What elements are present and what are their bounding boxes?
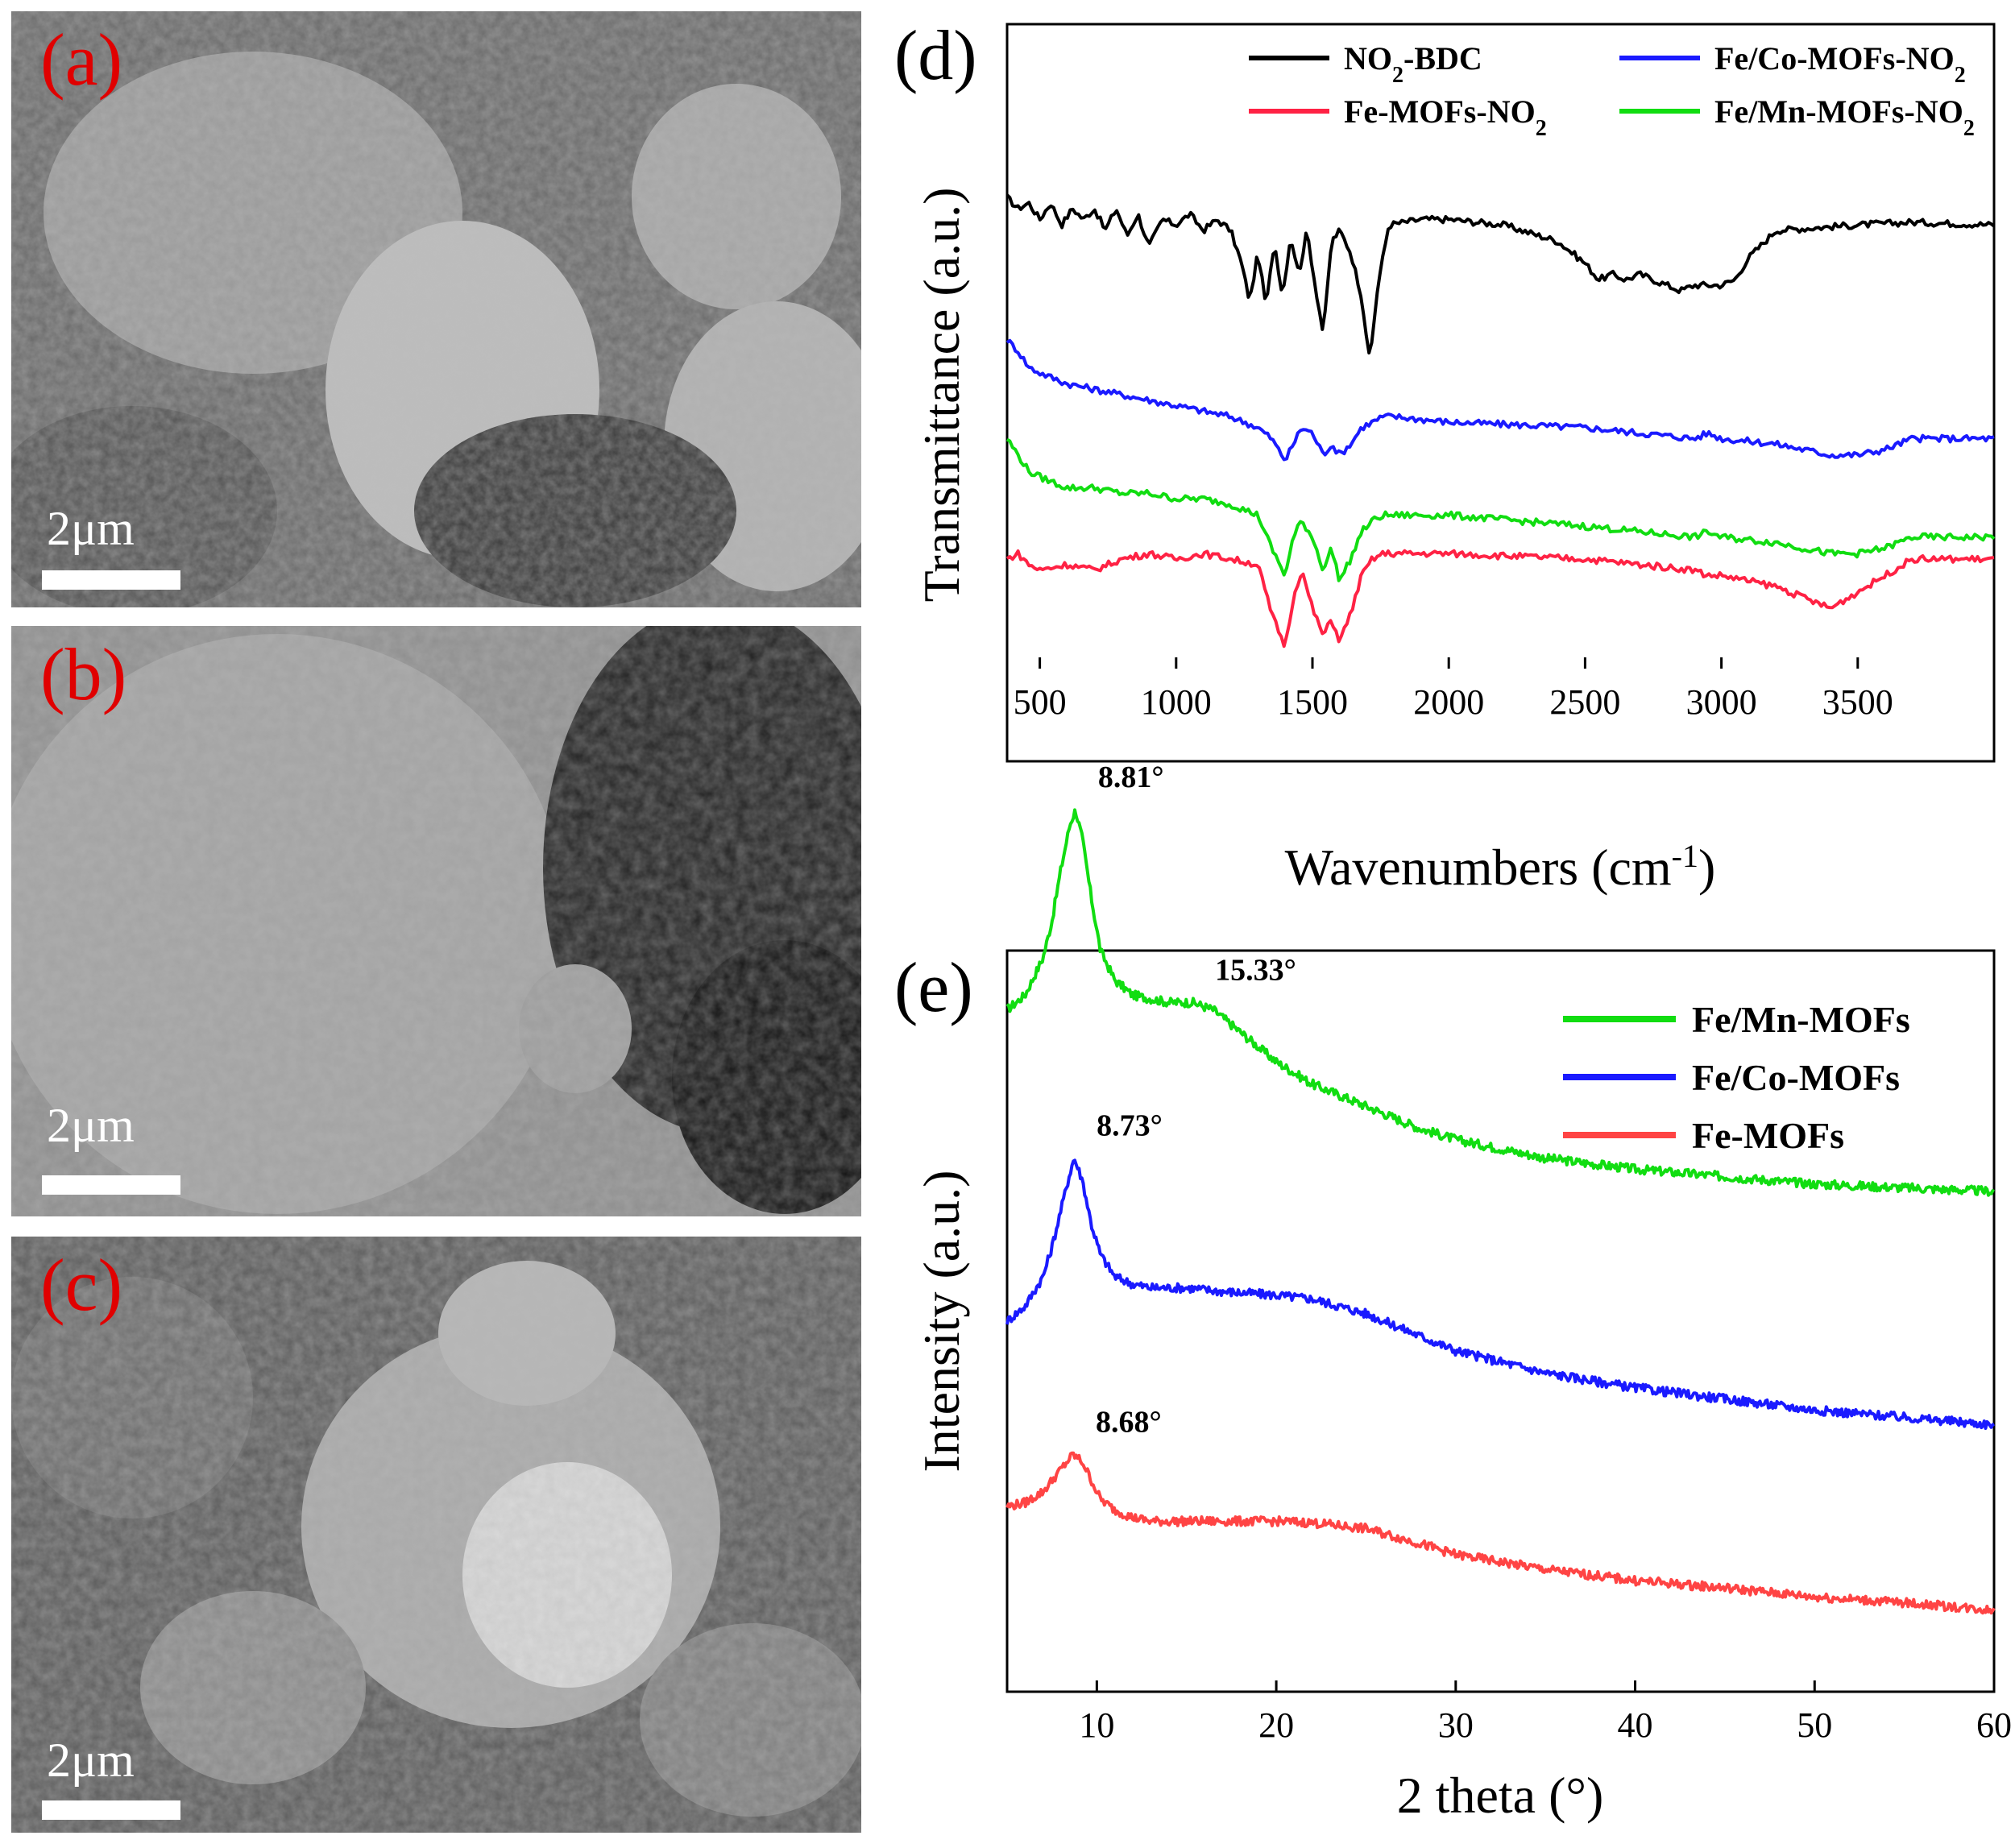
ftir-chart: (d) 500 1000 1500 2000 2500 3000 3500 NO2-BDC F… xyxy=(894,17,1996,897)
chart-panel-label: (d) xyxy=(894,17,977,95)
xrd-chart: (e) 10 20 30 40 50 60 8.81° 15.33° 8.73° 8.68° F… xyxy=(894,760,2012,1824)
series-line xyxy=(1005,437,1996,582)
scale-bar xyxy=(42,1800,180,1820)
y-axis-label: Intensity (a.u.) xyxy=(913,1171,970,1473)
series-line xyxy=(1005,193,1996,354)
x-axis-label: 2 theta (°) xyxy=(1397,1767,1604,1824)
x-tick-label: 1000 xyxy=(1141,682,1212,722)
legend: NO2-BDC Fe/Co-MOFs-NO2 Fe-MOFs-NO2 Fe/Mn-MO… xyxy=(1249,40,1975,141)
sem-panel-label: (b) xyxy=(40,633,127,715)
x-tick-label: 3500 xyxy=(1822,682,1893,722)
legend-label: Fe/Co-MOFs-NO2 xyxy=(1714,40,1966,88)
series-line xyxy=(1005,1158,1996,1430)
plot-frame xyxy=(1005,23,1996,763)
series-group xyxy=(1005,193,1996,648)
peak-label: 15.33° xyxy=(1215,953,1296,987)
legend-label: NO2-BDC xyxy=(1344,40,1482,88)
x-axis-label: Wavenumbers (cm-1) xyxy=(1285,838,1716,897)
sem-image-c xyxy=(11,1237,861,1833)
series-group xyxy=(1005,808,1996,1615)
legend: Fe/Mn-MOFs Fe/Co-MOFs Fe-MOFs xyxy=(1563,999,1910,1156)
scale-bar xyxy=(42,1175,180,1195)
series-line xyxy=(1005,338,1995,462)
peak-label: 8.68° xyxy=(1096,1406,1162,1440)
legend-label: Fe/Mn-MOFs-NO2 xyxy=(1714,93,1975,141)
x-ticks: 10 20 30 40 50 60 xyxy=(1079,1680,2012,1745)
sem-image-a xyxy=(11,11,861,607)
x-tick-label: 500 xyxy=(1014,682,1067,722)
x-tick-label: 50 xyxy=(1797,1705,1832,1745)
series-line xyxy=(1005,549,1995,648)
x-tick-label: 2000 xyxy=(1413,682,1484,722)
scale-bar-label: 2μm xyxy=(47,502,135,555)
legend-label: Fe/Co-MOFs xyxy=(1692,1057,1900,1098)
series-line xyxy=(1005,1451,1996,1615)
scale-bar-label: 2μm xyxy=(47,1734,135,1787)
chart-panel-label: (e) xyxy=(894,949,973,1027)
scale-bar xyxy=(42,570,180,590)
sem-panel-label: (a) xyxy=(40,19,123,101)
scale-bar-label: 2μm xyxy=(47,1099,135,1152)
x-tick-label: 60 xyxy=(1976,1705,2012,1745)
sem-panel-label: (c) xyxy=(40,1244,123,1326)
sem-image-b xyxy=(11,626,861,1216)
sem-panel-b: (b) 2μm xyxy=(11,626,861,1216)
x-tick-label: 30 xyxy=(1438,1705,1474,1745)
series-line xyxy=(1005,808,1995,1197)
x-tick-label: 2500 xyxy=(1549,682,1620,722)
sem-panel-c: (c) 2μm xyxy=(11,1237,861,1833)
x-tick-label: 1500 xyxy=(1277,682,1348,722)
x-tick-label: 40 xyxy=(1618,1705,1653,1745)
y-axis-label: Transmittance (a.u.) xyxy=(913,188,970,603)
legend-label: Fe/Mn-MOFs xyxy=(1692,999,1910,1040)
legend-label: Fe-MOFs-NO2 xyxy=(1344,93,1547,141)
peak-label: 8.81° xyxy=(1098,760,1164,794)
peak-label: 8.73° xyxy=(1097,1109,1163,1143)
peak-annotations: 8.81° 15.33° 8.73° 8.68° xyxy=(1096,760,1296,1439)
sem-panel-a: (a) 2μm xyxy=(11,11,861,607)
x-ticks: 500 1000 1500 2000 2500 3000 3500 xyxy=(1014,657,1893,722)
legend-label: Fe-MOFs xyxy=(1692,1115,1844,1156)
x-tick-label: 10 xyxy=(1079,1705,1114,1745)
x-tick-label: 3000 xyxy=(1686,682,1757,722)
x-tick-label: 20 xyxy=(1258,1705,1294,1745)
